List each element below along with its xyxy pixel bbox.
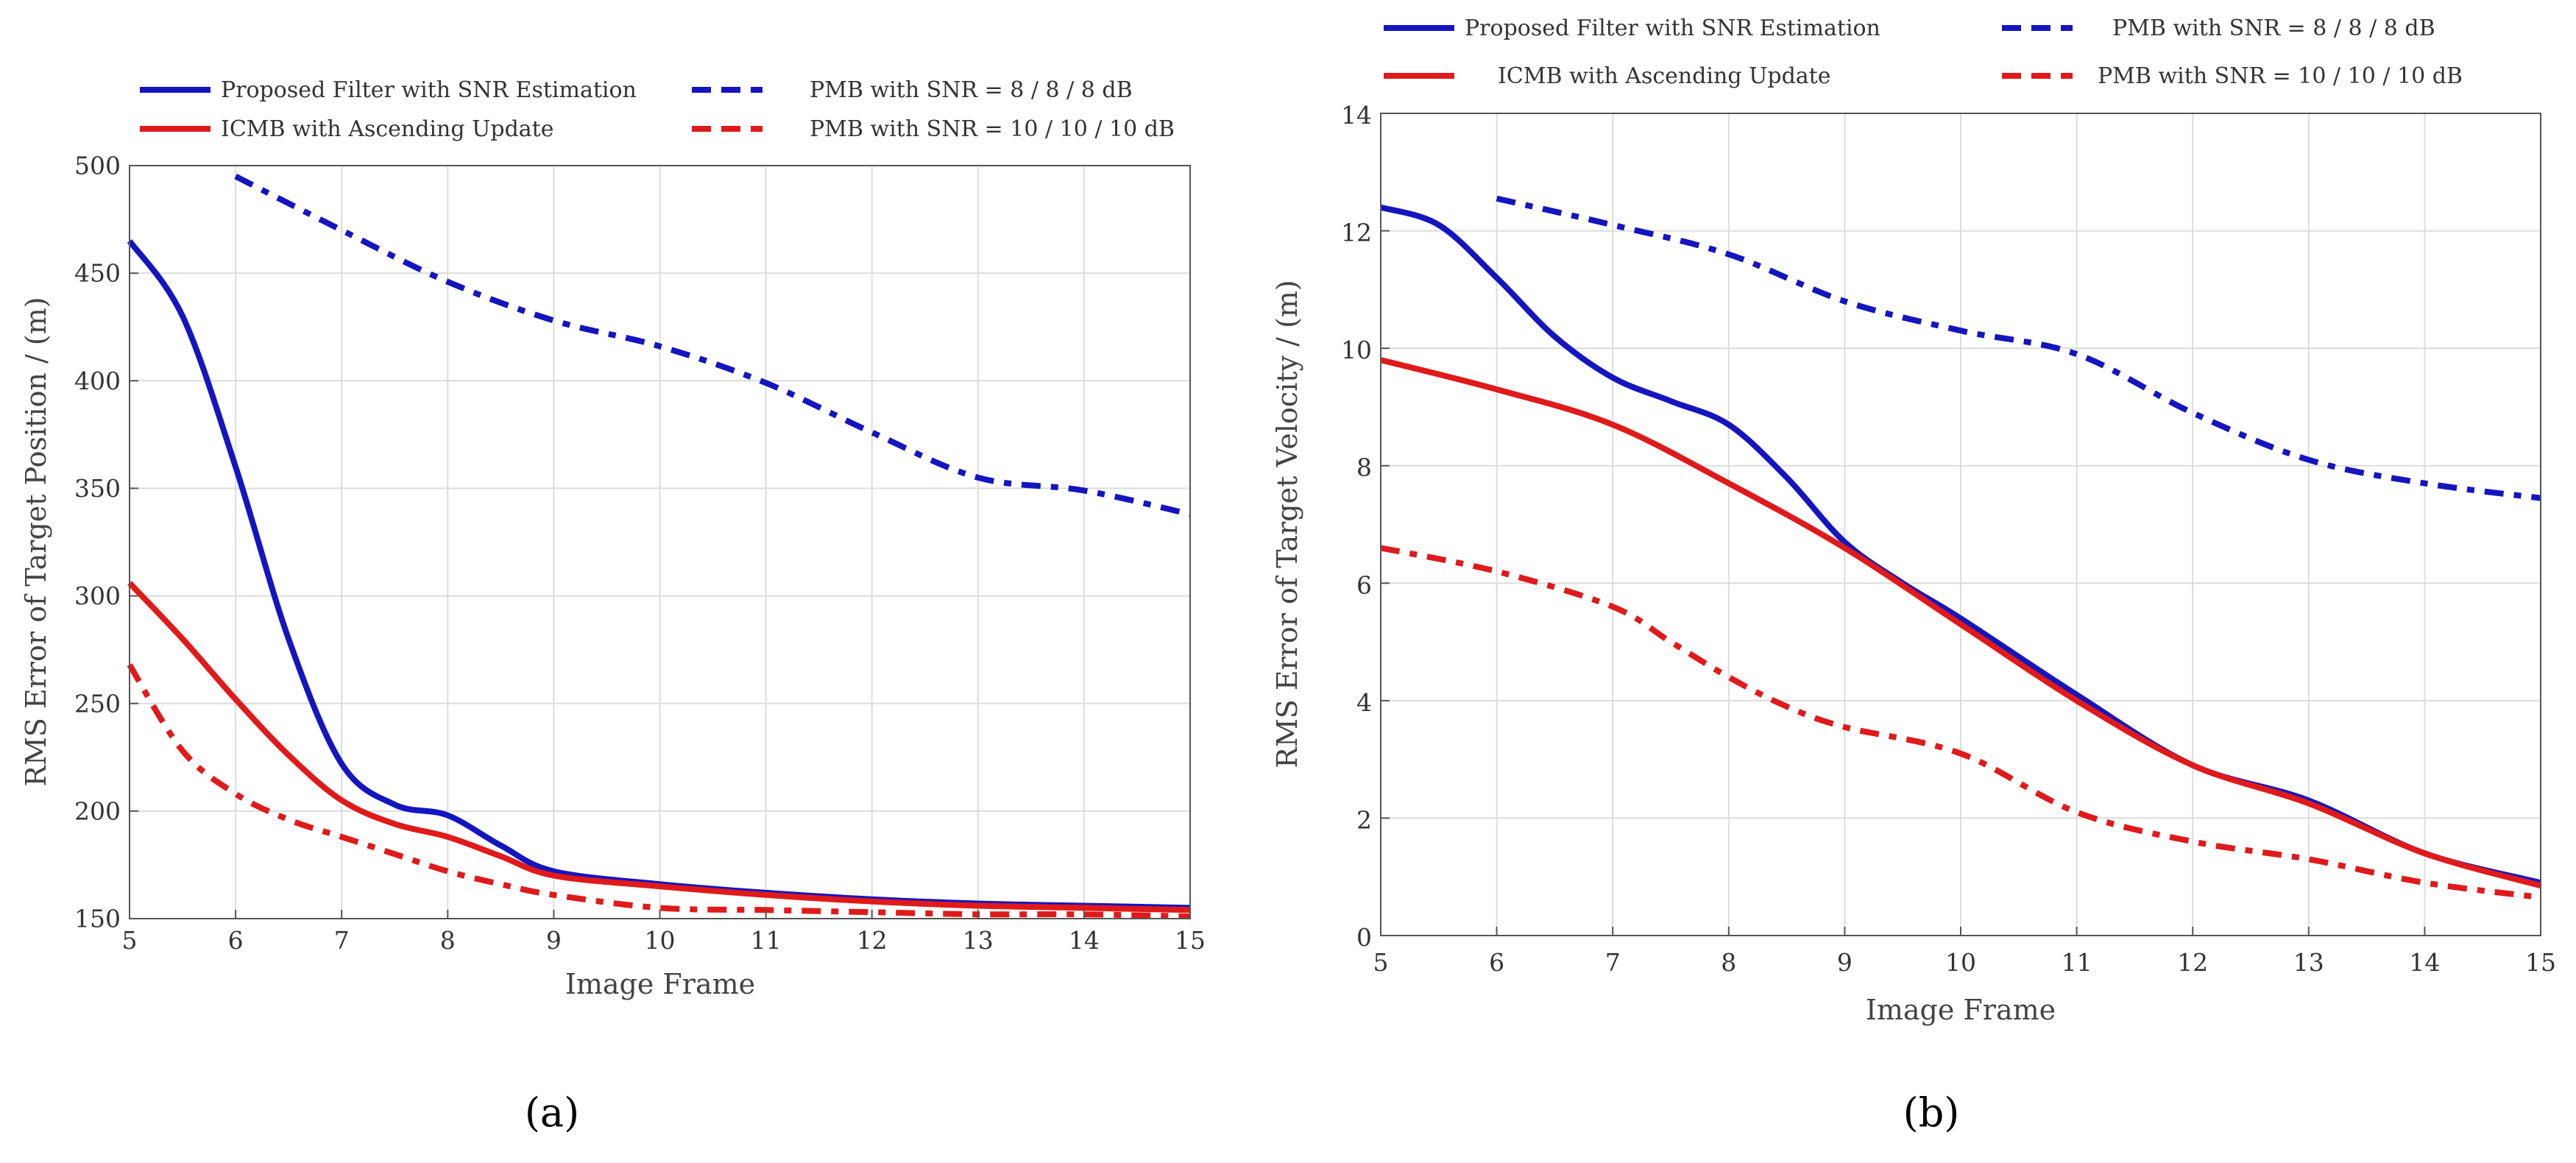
chart-b-y-tick-label: 6 <box>1356 570 1372 599</box>
chart-a-x-tick-label: 9 <box>546 926 562 955</box>
chart-b-x-tick-label: 6 <box>1489 948 1504 977</box>
chart-b-x-tick-label: 14 <box>2409 948 2440 977</box>
chart-a-y-axis-label: RMS Error of Target Position / (m) <box>20 297 52 786</box>
chart-b: Proposed Filter with SNR Estimation ICMB … <box>1271 15 2556 1136</box>
chart-b-y-tick-label: 4 <box>1356 688 1372 717</box>
chart-a-series-icmb-with-ascending-update <box>127 581 1191 913</box>
chart-a-legend: Proposed Filter with SNR Estimation ICMB … <box>140 77 1175 142</box>
chart-b-y-tick-label: 0 <box>1356 923 1372 952</box>
chart-b-series-icmb-with-ascending-update <box>1380 357 2542 889</box>
chart-a-x-tick-label: 5 <box>122 926 138 955</box>
chart-a-legend-label: Proposed Filter with SNR Estimation <box>221 77 637 103</box>
chart-b-x-tick-label: 11 <box>2062 948 2092 977</box>
chart-b-legend-label: PMB with SNR = 8 / 8 / 8 dB <box>2112 15 2435 41</box>
chart-a-x-tick-label: 10 <box>645 926 676 955</box>
chart-a-x-tick-label: 14 <box>1069 926 1100 955</box>
chart-a-x-tick-label: 15 <box>1175 926 1206 955</box>
chart-a-y-tick-label: 250 <box>74 689 121 718</box>
chart-a-y-tick-label: 500 <box>74 152 121 180</box>
chart-b-y-tick-label: 14 <box>1341 101 1372 130</box>
chart-b-x-tick-label: 10 <box>1945 948 1976 977</box>
chart-a-grid <box>129 165 1191 919</box>
chart-a-y-ticks: 150 200 250 300 350 400 450 500 <box>74 152 138 933</box>
panel-label-b: (b) <box>1903 1089 1960 1136</box>
chart-a-x-tick-label: 13 <box>963 926 994 955</box>
chart-a-y-tick-label: 200 <box>74 796 121 825</box>
chart-a-x-axis-label: Image Frame <box>565 968 755 1000</box>
chart-b-x-tick-label: 13 <box>2293 948 2324 977</box>
chart-a-y-tick-label: 150 <box>74 905 121 933</box>
chart-b-x-tick-label: 7 <box>1605 948 1621 977</box>
chart-a-y-tick-label: 300 <box>74 582 121 610</box>
chart-a-x-tick-label: 11 <box>751 926 782 955</box>
chart-b-y-axis-label: RMS Error of Target Velocity / (m) <box>1271 280 1303 768</box>
chart-b-legend-label: ICMB with Ascending Update <box>1498 63 1830 89</box>
chart-b-y-tick-label: 12 <box>1341 219 1372 247</box>
chart-b-y-tick-label: 10 <box>1341 336 1372 364</box>
chart-b-x-tick-label: 15 <box>2525 948 2556 977</box>
chart-a-x-tick-label: 6 <box>228 926 244 955</box>
chart-b-x-tick-label: 9 <box>1837 948 1853 977</box>
chart-a: Proposed Filter with SNR Estimation ICMB … <box>20 77 1206 1136</box>
chart-b-x-tick-label: 5 <box>1373 948 1389 977</box>
chart-a-x-tick-label: 8 <box>440 926 456 955</box>
chart-b-legend-label: Proposed Filter with SNR Estimation <box>1465 15 1880 41</box>
chart-b-legend-label: PMB with SNR = 10 / 10 / 10 dB <box>2098 63 2463 89</box>
chart-b-series-pmb-with-snr-10-10-10-db <box>1380 545 2541 901</box>
chart-a-x-ticks: 5 6 7 8 9 10 11 12 13 14 15 <box>122 910 1206 955</box>
chart-b-x-tick-label: 12 <box>2177 948 2208 977</box>
chart-b-series-pmb-with-snr-8-8-8-db <box>1496 195 2541 501</box>
chart-a-y-tick-label: 450 <box>74 259 121 288</box>
chart-b-grid <box>1380 113 2541 936</box>
chart-a-series-pmb-with-snr-8-8-8-db <box>234 174 1191 517</box>
panel-label-a: (a) <box>525 1089 579 1136</box>
chart-a-y-tick-label: 400 <box>74 367 121 395</box>
chart-b-y-ticks: 0 2 4 6 8 10 12 14 <box>1341 101 1390 952</box>
chart-a-legend-label: PMB with SNR = 10 / 10 / 10 dB <box>810 116 1175 142</box>
chart-b-series <box>1379 195 2542 901</box>
chart-a-x-tick-label: 12 <box>857 926 888 955</box>
chart-a-legend-label: ICMB with Ascending Update <box>221 116 553 142</box>
chart-b-x-tick-label: 8 <box>1721 948 1736 977</box>
chart-a-legend-label: PMB with SNR = 8 / 8 / 8 dB <box>810 77 1133 103</box>
chart-a-x-tick-label: 7 <box>334 926 350 955</box>
chart-a-y-tick-label: 350 <box>74 474 121 503</box>
chart-b-y-tick-label: 8 <box>1356 453 1372 482</box>
chart-b-x-axis-label: Image Frame <box>1866 994 2056 1026</box>
chart-b-x-ticks: 5 6 7 8 9 10 11 12 13 14 15 <box>1373 927 2556 977</box>
chart-b-legend: Proposed Filter with SNR Estimation ICMB … <box>1384 15 2463 89</box>
chart-b-y-tick-label: 2 <box>1356 805 1372 834</box>
